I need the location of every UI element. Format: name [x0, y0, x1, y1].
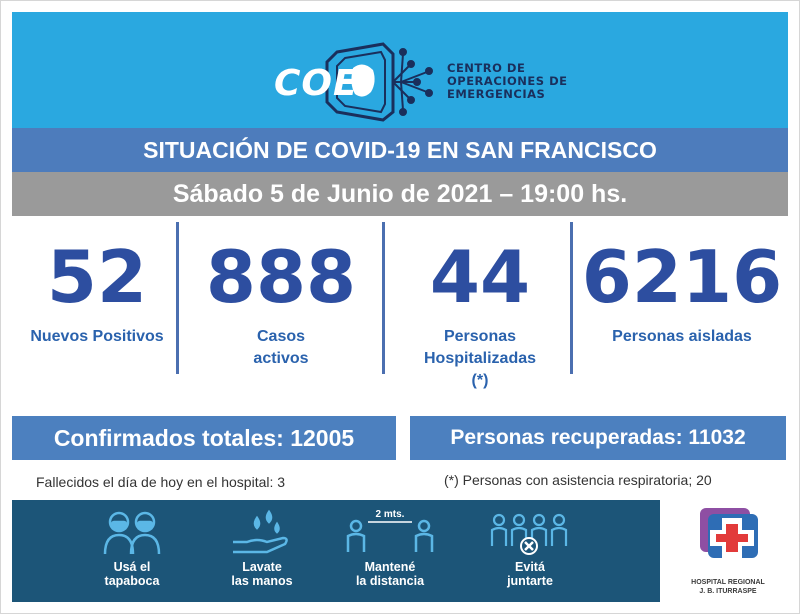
tip-label-line: Evitá — [515, 560, 545, 574]
hospital-name: HOSPITAL REGIONAL J. B. ITURRASPE — [670, 578, 786, 596]
divider — [176, 222, 179, 374]
page-title: SITUACIÓN DE COVID-19 EN SAN FRANCISCO — [143, 136, 657, 163]
report-date: Sábado 5 de Junio de 2021 – 19:00 hs. — [172, 179, 628, 208]
deaths-note: Fallecidos el día de hoy en el hospital:… — [36, 474, 286, 490]
tip-label-line: las manos — [231, 574, 293, 588]
stat-new-positives: 52 Nuevos Positivos — [18, 232, 176, 348]
stat-isolated: 6216 Personas aisladas — [576, 232, 788, 348]
coe-logo-text: COE — [274, 63, 359, 104]
no-crowd-icon — [490, 513, 568, 555]
distance-icon: 2 mts. — [346, 509, 434, 552]
tip-no-crowd: Evitá juntarte — [470, 500, 590, 588]
stat-active-cases: 888 Casos activos — [186, 232, 376, 370]
recovered-total: Personas recuperadas: 11032 — [450, 426, 746, 449]
hospital-cross-icon — [700, 508, 758, 558]
stat-label-line: activos — [253, 350, 309, 367]
title-bar: SITUACIÓN DE COVID-19 EN SAN FRANCISCO — [12, 128, 788, 172]
stat-label-line: (*) — [471, 372, 489, 389]
hospital-name-line: J. B. ITURRASPE — [699, 588, 757, 595]
tip-distance: 2 mts. Mantené la distancia — [330, 500, 450, 588]
distance-label: 2 mts. — [376, 509, 405, 520]
tip-mask: Usá el tapaboca — [72, 500, 192, 588]
stat-value: 44 — [429, 235, 531, 319]
stat-label: Personas aisladas — [612, 328, 752, 345]
stat-label: Casos activos — [186, 326, 376, 370]
stat-label-line: Casos — [256, 328, 306, 345]
coe-emblem-icon — [325, 42, 433, 122]
stat-value: 888 — [205, 235, 357, 319]
org-name-line: OPERACIONES DE — [447, 73, 568, 88]
org-name-line: EMERGENCIAS — [447, 86, 546, 101]
prevention-tips-panel: Usá el tapaboca Lavate las manos 2 mts. … — [12, 500, 660, 602]
hospital-logo: HOSPITAL REGIONAL J. B. ITURRASPE — [670, 500, 786, 604]
tip-label-line: Mantené — [364, 560, 416, 574]
stat-label: Nuevos Positivos — [30, 328, 164, 345]
divider — [570, 222, 573, 374]
tip-label-line: tapaboca — [104, 574, 160, 588]
date-bar: Sábado 5 de Junio de 2021 – 19:00 hs. — [12, 172, 788, 216]
confirmed-total: Confirmados totales: 12005 — [53, 424, 355, 451]
stat-value: 6216 — [581, 235, 783, 319]
stat-value: 52 — [46, 235, 148, 319]
coe-logo: COE CENTRO DE OPERACIONES DE EMERGENCIAS — [268, 38, 598, 124]
tip-handwash: Lavate las manos — [202, 500, 322, 588]
stat-label: Personas Hospitalizadas (*) — [390, 326, 570, 392]
stat-label-line: Personas — [443, 328, 517, 345]
tip-label-line: juntarte — [507, 574, 553, 588]
tip-label-line: la distancia — [355, 574, 425, 588]
org-name-line: CENTRO DE — [447, 60, 526, 75]
org-name: CENTRO DE OPERACIONES DE EMERGENCIAS — [447, 60, 568, 101]
confirmed-total-box: Confirmados totales: 12005 — [12, 416, 396, 460]
tip-label-line: Usá el — [113, 560, 151, 574]
face-mask-icon — [103, 511, 161, 555]
respiratory-note: (*) Personas con asistencia respiratoria… — [444, 472, 712, 488]
coe-mark: COE — [268, 38, 443, 124]
stat-label-line: Hospitalizadas — [423, 350, 537, 367]
recovered-total-box: Personas recuperadas: 11032 — [410, 416, 786, 460]
hospital-name-line: HOSPITAL REGIONAL — [691, 579, 765, 586]
header-banner: COE CENTRO DE OPERACIONES DE EMERGENCIAS — [12, 12, 788, 128]
divider — [382, 222, 385, 374]
stat-hospitalized: 44 Personas Hospitalizadas (*) — [390, 232, 570, 392]
tip-label-line: Lavate — [242, 560, 282, 574]
hand-wash-icon — [233, 509, 288, 554]
